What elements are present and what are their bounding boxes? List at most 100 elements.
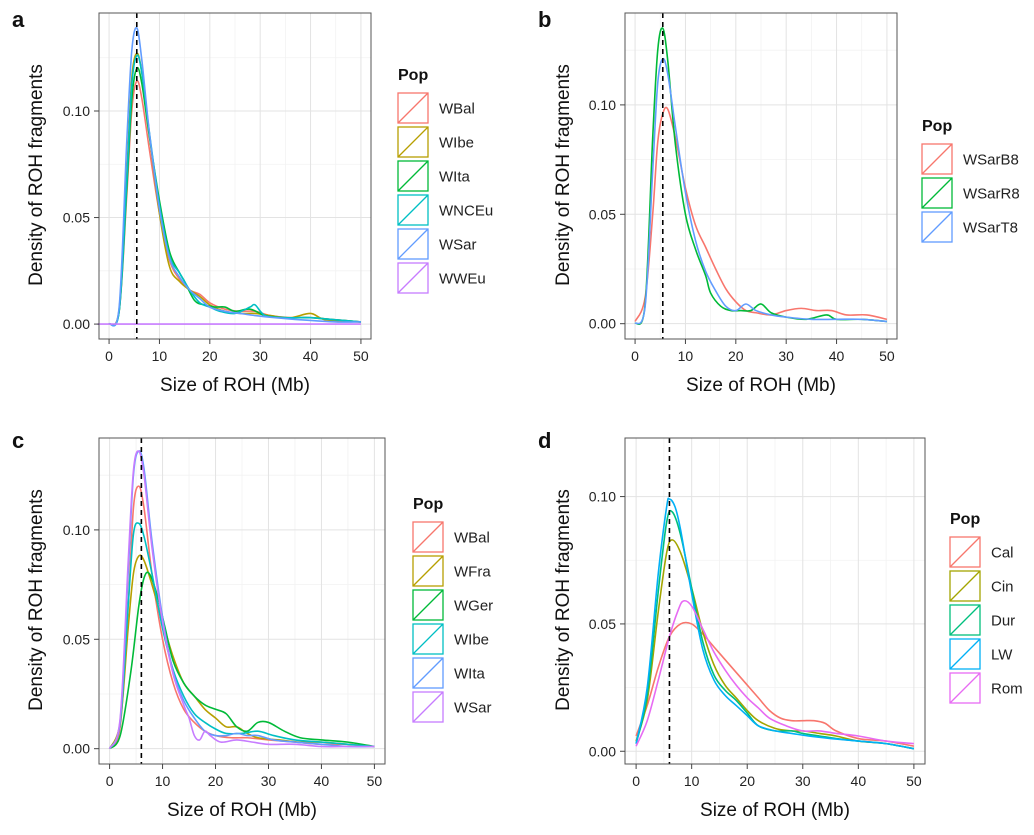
series-line-Rom — [635, 599, 914, 747]
legend-label: WBal — [439, 101, 475, 118]
legend-item: WFra — [412, 555, 491, 587]
panel-letter: b — [538, 7, 551, 32]
legend-item: WBal — [412, 521, 490, 553]
legend-label: Rom — [991, 681, 1023, 698]
legend: Pop WBal WFra WGer WIbe WIta WSar — [412, 496, 493, 723]
series-line-WGer — [108, 571, 375, 750]
legend-label: Dur — [991, 613, 1015, 630]
series-line-Dur — [635, 509, 915, 750]
y-tick-label: 0.00 — [589, 316, 616, 332]
x-tick-label: 0 — [631, 348, 639, 364]
panel-border — [624, 12, 898, 340]
y-tick-label: 0.00 — [63, 316, 90, 332]
y-axis-title: Density of ROH fragments — [553, 489, 574, 711]
x-axis-title: Size of ROH (Mb) — [686, 375, 836, 396]
legend-item: WIta — [397, 160, 470, 192]
legend-title: Pop — [922, 118, 952, 135]
legend-item: Rom — [949, 672, 1023, 704]
legend-label: WIbe — [439, 135, 474, 152]
series-line-WSarB8 — [634, 106, 888, 322]
series-lines — [635, 497, 915, 750]
legend-key-line — [412, 691, 444, 723]
legend-item: WIta — [412, 657, 485, 689]
legend-label: WSar — [454, 700, 492, 717]
legend-label: WGer — [454, 598, 493, 615]
y-tick-label: 0.10 — [63, 522, 90, 538]
x-tick-label: 10 — [684, 773, 700, 789]
grid — [99, 438, 385, 764]
x-tick-label: 20 — [739, 773, 755, 789]
x-tick-label: 0 — [632, 773, 640, 789]
y-tick-label: 0.10 — [63, 103, 90, 119]
series-line-WSar — [108, 450, 375, 750]
legend-label: WSar — [439, 237, 477, 254]
y-axis-title: Density of ROH fragments — [553, 64, 574, 286]
legend-label: WSarR8 — [963, 186, 1020, 203]
legend-label: WIbe — [454, 632, 489, 649]
legend-item: LW — [949, 638, 1013, 670]
x-tick-label: 30 — [252, 348, 268, 364]
series-line-WSarT8 — [634, 57, 888, 325]
x-tick-label: 50 — [367, 773, 383, 789]
y-tick-label: 0.05 — [589, 616, 616, 632]
grid — [625, 438, 925, 764]
y-tick-label: 0.00 — [63, 741, 90, 757]
legend-label: WNCEu — [439, 203, 493, 220]
legend-key-line — [921, 177, 953, 209]
series-line-LW — [635, 497, 915, 750]
x-tick-label: 0 — [105, 348, 113, 364]
panel-c: c 0 10 20 30 40 50 0.00 0.05 0.10 Size of ROH (Mb)… — [12, 428, 493, 821]
x-tick-label: 50 — [353, 348, 369, 364]
legend-key-line — [397, 228, 429, 260]
legend-item: WSar — [412, 691, 492, 723]
legend-item: Cin — [949, 570, 1014, 602]
legend-item: WIbe — [397, 126, 474, 158]
panel-letter: c — [12, 428, 24, 453]
legend-key-line — [397, 160, 429, 192]
series-line-Cal — [635, 621, 915, 747]
legend-item: WIbe — [412, 623, 489, 655]
legend-label: Cal — [991, 545, 1014, 562]
x-tick-label: 30 — [261, 773, 277, 789]
legend-key-line — [949, 672, 981, 704]
x-tick-label: 40 — [851, 773, 867, 789]
legend-item: WSarB8 — [921, 143, 1019, 175]
legend-item: WSar — [397, 228, 477, 260]
panel-letter: a — [12, 7, 25, 32]
x-tick-label: 40 — [303, 348, 319, 364]
legend-label: WIta — [454, 666, 485, 683]
legend-key-line — [412, 589, 444, 621]
legend-key-line — [397, 262, 429, 294]
y-tick-label: 0.10 — [589, 97, 616, 113]
x-tick-label: 50 — [879, 348, 895, 364]
legend-title: Pop — [398, 67, 428, 84]
legend-key-line — [921, 143, 953, 175]
panel-letter: d — [538, 428, 551, 453]
panel-d: d 0 10 20 30 40 50 0.00 0.05 0.10 Size of ROH (Mb)… — [538, 428, 1023, 821]
x-tick-label: 40 — [829, 348, 845, 364]
x-tick-label: 30 — [795, 773, 811, 789]
x-tick-label: 30 — [778, 348, 794, 364]
series-line-WSar — [108, 26, 361, 327]
x-tick-label: 20 — [728, 348, 744, 364]
legend-item: WWEu — [397, 262, 486, 294]
legend-label: Cin — [991, 579, 1014, 596]
y-axis-title: Density of ROH fragments — [26, 64, 47, 286]
legend-key-line — [397, 126, 429, 158]
legend-key-line — [949, 536, 981, 568]
legend-key-line — [412, 555, 444, 587]
panel-border — [624, 437, 926, 765]
x-tick-label: 20 — [208, 773, 224, 789]
legend-key-line — [412, 623, 444, 655]
series-line-WIbe — [108, 522, 375, 750]
legend-item: WBal — [397, 92, 475, 124]
y-axis-title: Density of ROH fragments — [26, 489, 47, 711]
panel-border — [98, 437, 386, 765]
x-tick-label: 10 — [678, 348, 694, 364]
legend-label: WBal — [454, 530, 490, 547]
legend-label: WIta — [439, 169, 470, 186]
legend-item: WNCEu — [397, 194, 493, 226]
y-tick-label: 0.05 — [63, 631, 90, 647]
series-lines — [634, 27, 888, 326]
